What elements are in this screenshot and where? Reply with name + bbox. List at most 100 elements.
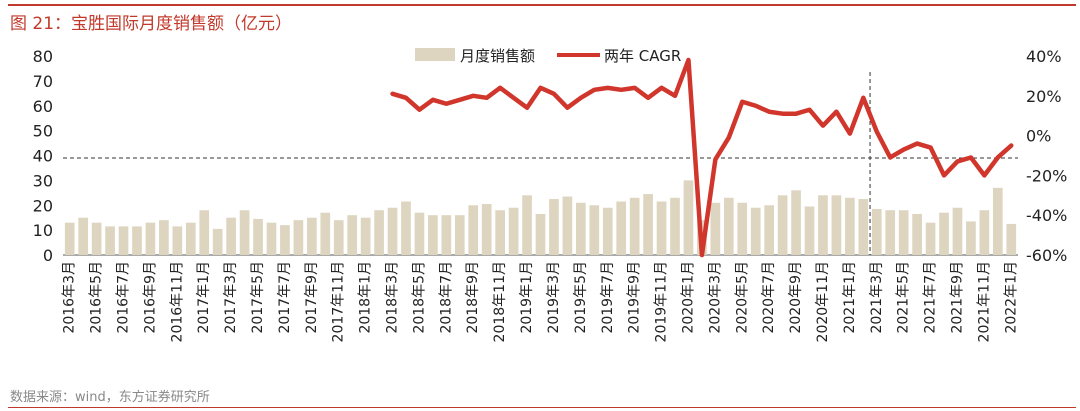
- x-tick-label: 2020年5月: [734, 261, 750, 334]
- bar: [791, 190, 801, 255]
- x-tick-label: 2019年3月: [546, 261, 562, 334]
- bar: [360, 217, 371, 255]
- bar: [602, 207, 613, 255]
- bar: [670, 197, 680, 255]
- bar: [307, 217, 317, 255]
- x-tick-label: 2020年1月: [680, 261, 696, 334]
- x-tick-label: 2022年1月: [1003, 261, 1019, 334]
- x-tick-label: 2020年3月: [707, 261, 723, 334]
- bar: [710, 202, 721, 255]
- bar: [172, 226, 183, 255]
- bar: [535, 213, 546, 255]
- bar: [966, 221, 976, 255]
- cagr-line: [390, 57, 1014, 258]
- bar: [656, 201, 667, 255]
- bar: [78, 217, 89, 255]
- top-rule: [8, 4, 1076, 6]
- x-tick-label: 2018年9月: [465, 261, 481, 334]
- bar: [683, 180, 694, 256]
- bar: [939, 212, 949, 255]
- bar: [333, 220, 344, 255]
- legend-swatch-bar: [415, 48, 455, 61]
- bar: [885, 210, 896, 255]
- left-tick-label: 40: [33, 147, 53, 166]
- chart-title: 图 21：宝胜国际月度销售额（亿元）: [10, 14, 293, 34]
- bar: [481, 204, 492, 255]
- x-tick-label: 2020年9月: [788, 261, 804, 334]
- bar: [320, 212, 331, 255]
- right-tick-label: 20%: [1026, 87, 1062, 106]
- bar: [199, 210, 210, 255]
- bar: [495, 210, 505, 255]
- x-tick-label: 2016年7月: [116, 261, 132, 334]
- bar: [764, 205, 774, 255]
- bar: [723, 197, 734, 255]
- bar: [105, 226, 115, 255]
- right-tick-label: 0%: [1026, 127, 1051, 146]
- bar: [414, 212, 425, 255]
- x-tick-label: 2016年11月: [169, 261, 185, 342]
- bar: [979, 210, 990, 255]
- bar: [576, 202, 586, 255]
- x-tick-label: 2018年3月: [385, 261, 401, 334]
- bar: [871, 208, 882, 255]
- bar: [818, 195, 828, 255]
- left-tick-label: 20: [33, 196, 53, 215]
- bar: [750, 207, 761, 255]
- left-tick-label: 10: [33, 221, 53, 240]
- legend: 月度销售额 两年 CAGR: [415, 47, 681, 65]
- bar: [118, 226, 129, 255]
- bar: [91, 222, 102, 255]
- bar: [185, 222, 196, 255]
- bar: [293, 220, 304, 255]
- x-tick-label: 2017年11月: [331, 261, 347, 342]
- axes: 0 10 20 30 40 50 60 70 80 -60% -40% -20% 0% 20% 40% 201…: [33, 47, 1068, 342]
- bar: [912, 213, 922, 255]
- x-tick-label: 2018年5月: [411, 261, 427, 334]
- combo-chart: 0 10 20 30 40 50 60 70 80 -60% -40% -20% 0% 20% 40% 201…: [33, 47, 1068, 342]
- line-series: [390, 57, 1014, 258]
- x-tick-label: 2021年11月: [976, 261, 992, 342]
- x-tick-label: 2018年1月: [358, 261, 374, 334]
- legend-label-line: 两年 CAGR: [604, 47, 681, 65]
- x-tick-label: 2017年1月: [196, 261, 212, 334]
- bar: [374, 210, 384, 255]
- bar: [280, 225, 290, 255]
- bar: [468, 205, 479, 255]
- left-tick-label: 80: [33, 47, 53, 66]
- bar: [239, 210, 250, 255]
- x-tick-label: 2016年9月: [142, 261, 158, 334]
- x-tick-label: 2021年1月: [842, 261, 858, 334]
- right-tick-label: 40%: [1026, 47, 1062, 66]
- bar: [549, 199, 559, 255]
- bar: [589, 205, 600, 255]
- reference-lines: [63, 72, 1018, 255]
- bar: [992, 187, 1003, 255]
- left-tick-label: 60: [33, 97, 53, 116]
- x-tick-label: 2016年3月: [62, 261, 78, 334]
- right-tick-label: -20%: [1026, 166, 1067, 185]
- bar: [804, 206, 815, 255]
- left-tick-label: 30: [33, 171, 53, 190]
- x-tick-label: 2019年7月: [600, 261, 616, 334]
- source-note: 数据来源：wind，东方证券研究所: [10, 390, 210, 405]
- left-tick-label: 0: [43, 246, 53, 265]
- x-tick-label: 2017年3月: [223, 261, 239, 334]
- x-tick-label: 2020年11月: [815, 261, 831, 342]
- left-tick-label: 70: [33, 72, 53, 91]
- x-tick-label: 2021年9月: [949, 261, 965, 334]
- bar: [1006, 223, 1017, 255]
- bar: [145, 222, 156, 255]
- bar: [253, 218, 263, 255]
- left-tick-label: 50: [33, 122, 53, 141]
- x-tick-label: 2019年1月: [519, 261, 535, 334]
- legend-label-bar: 月度销售额: [460, 47, 535, 65]
- bar-series: [64, 180, 1017, 256]
- bar: [845, 197, 855, 255]
- bar: [64, 222, 75, 255]
- x-tick-label: 2021年7月: [923, 261, 939, 334]
- bar: [508, 207, 519, 255]
- x-tick-label: 2019年5月: [573, 261, 589, 334]
- bar: [952, 207, 963, 255]
- bar: [831, 195, 842, 255]
